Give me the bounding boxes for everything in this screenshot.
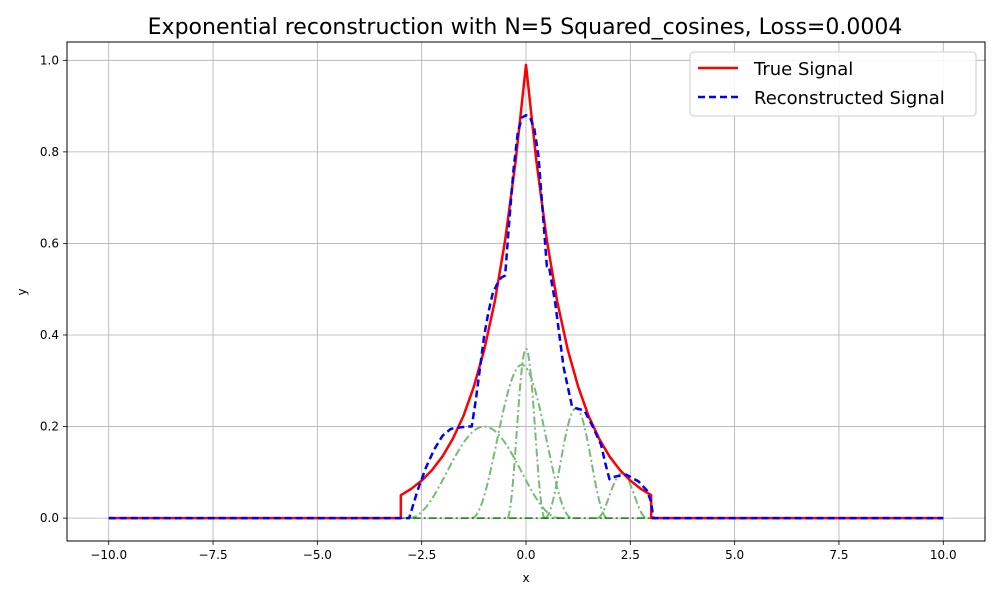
series-line-reconstructed-signal	[108, 114, 944, 520]
y-tick-label: 0.6	[40, 236, 59, 250]
legend: True Signal Reconstructed Signal	[689, 51, 977, 117]
x-tick-label: −10.0	[90, 548, 127, 562]
component-curve-2	[471, 363, 573, 520]
chart-title: Exponential reconstruction with N=5 Squa…	[148, 15, 903, 40]
x-axis-label: x	[522, 571, 529, 585]
y-tick-label: 0.2	[40, 420, 59, 434]
x-tick-label: 10.0	[930, 548, 957, 562]
y-tick-label: 0.4	[40, 328, 59, 342]
y-tick-label: 1.0	[40, 53, 59, 67]
y-tick-label: 0.0	[40, 511, 59, 525]
series-lines	[108, 63, 944, 520]
legend-box	[689, 51, 977, 117]
y-axis-ticks: 0.0 0.2 0.4 0.6 0.8 1.0	[40, 53, 67, 525]
x-tick-label: 5.0	[725, 548, 744, 562]
x-tick-label: 7.5	[829, 548, 848, 562]
component-curve-3	[506, 347, 546, 519]
y-tick-label: 0.8	[40, 145, 59, 159]
x-tick-label: 2.5	[621, 548, 640, 562]
x-tick-label: −2.5	[407, 548, 436, 562]
x-axis-ticks: −10.0 −7.5 −5.0 −2.5 0.0 2.5 5.0 7.5 10.0	[90, 541, 957, 562]
component-curve-1	[409, 425, 560, 520]
x-tick-label: −7.5	[198, 548, 227, 562]
x-tick-label: 0.0	[516, 548, 535, 562]
legend-true-signal-label: True Signal	[753, 59, 853, 80]
series-line-true-signal	[108, 63, 944, 520]
legend-reconstructed-signal-label: Reconstructed Signal	[754, 88, 945, 109]
x-tick-label: −5.0	[303, 548, 332, 562]
y-axis-label: y	[15, 288, 29, 295]
